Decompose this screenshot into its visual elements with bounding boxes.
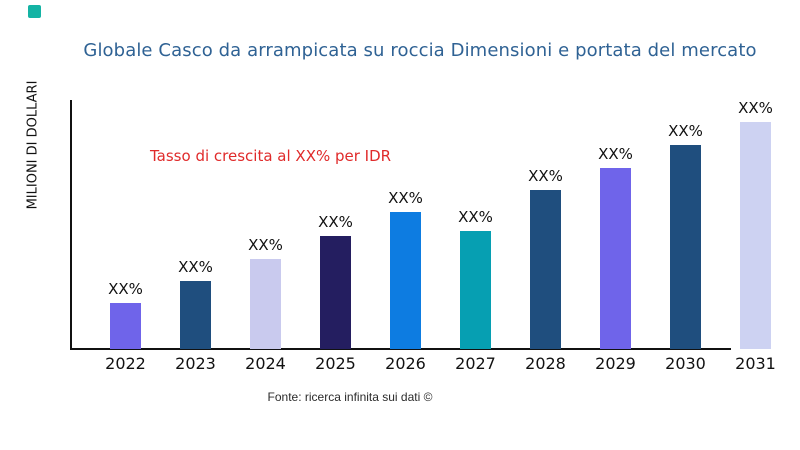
x-axis-line — [70, 348, 731, 350]
x-tick-label-2024: 2024 — [245, 354, 286, 373]
bar-2023 — [180, 281, 211, 349]
x-tick-label-2023: 2023 — [175, 354, 216, 373]
bar-value-label-2026: XX% — [388, 189, 423, 207]
bar-2027 — [460, 231, 491, 349]
x-tick-label-2031: 2031 — [735, 354, 776, 373]
x-tick-label-2029: 2029 — [595, 354, 636, 373]
bar-value-label-2025: XX% — [318, 213, 353, 231]
bar-value-label-2022: XX% — [108, 280, 143, 298]
bar-value-label-2024: XX% — [248, 236, 283, 254]
bar-2029 — [600, 168, 631, 349]
bar-value-label-2023: XX% — [178, 258, 213, 276]
y-axis-line — [70, 100, 72, 350]
bar-value-label-2029: XX% — [598, 145, 633, 163]
bar-2026 — [390, 212, 421, 349]
growth-rate-annotation: Tasso di crescita al XX% per IDR — [150, 147, 392, 165]
bar-value-label-2030: XX% — [668, 122, 703, 140]
x-tick-label-2030: 2030 — [665, 354, 706, 373]
x-tick-label-2022: 2022 — [105, 354, 146, 373]
bar-value-label-2028: XX% — [528, 167, 563, 185]
bar-2024 — [250, 259, 281, 349]
bar-2025 — [320, 236, 351, 349]
bar-2030 — [670, 145, 701, 349]
bar-2022 — [110, 303, 141, 349]
bar-2031 — [740, 122, 771, 349]
source-note: Fonte: ricerca infinita sui dati © — [267, 390, 433, 404]
x-tick-label-2026: 2026 — [385, 354, 426, 373]
x-tick-label-2027: 2027 — [455, 354, 496, 373]
x-tick-label-2025: 2025 — [315, 354, 356, 373]
x-tick-label-2028: 2028 — [525, 354, 566, 373]
bar-value-label-2027: XX% — [458, 208, 493, 226]
bar-value-label-2031: XX% — [738, 99, 773, 117]
chart-title: Globale Casco da arrampicata su roccia D… — [83, 40, 757, 61]
brand-logo-icon — [28, 5, 41, 18]
bar-2028 — [530, 190, 561, 349]
